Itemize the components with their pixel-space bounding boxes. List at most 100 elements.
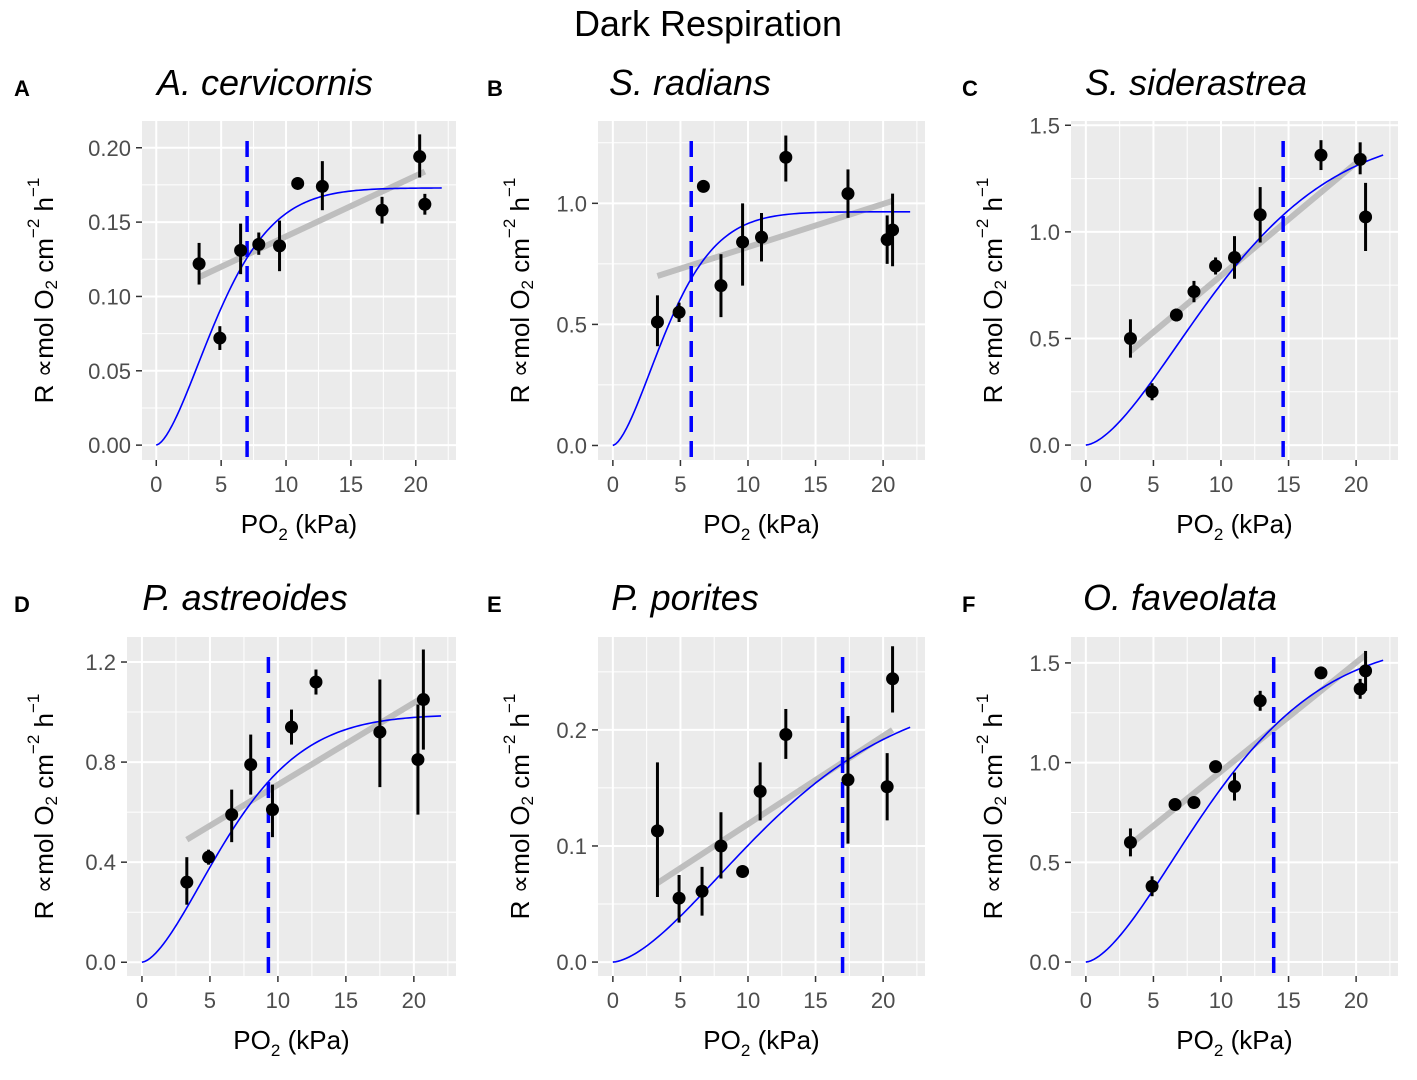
panel-title: A. cervicornis xyxy=(155,62,373,103)
panel-c: 0 5 10 15 20 0.0 0.5 1.0 1.5 C S. siderastrea PO2 (… xyxy=(962,62,1398,544)
x-axis-label: PO2 (kPa) xyxy=(241,509,357,544)
y-tick-label: 0.1 xyxy=(556,834,587,859)
x-axis-label: PO2 (kPa) xyxy=(703,1025,819,1060)
fit-curve xyxy=(1085,659,1384,963)
panel-title: S. siderastrea xyxy=(1085,62,1307,103)
data-point xyxy=(411,753,425,767)
y-tick-label: 0.10 xyxy=(88,284,131,309)
y-tick-label: 0.2 xyxy=(556,718,587,743)
data-point xyxy=(291,176,305,190)
fit-curve xyxy=(155,187,442,446)
data-point xyxy=(779,728,793,742)
data-point xyxy=(315,179,329,193)
y-tick-label: 0.0 xyxy=(1029,950,1060,975)
y-tick-label: 0.5 xyxy=(1029,850,1060,875)
y-tick-label: 0.15 xyxy=(88,210,131,235)
x-tick-label: 5 xyxy=(674,472,686,497)
y-tick-label: 0.00 xyxy=(88,433,131,458)
x-tick-label: 0 xyxy=(607,988,619,1013)
data-point xyxy=(265,803,279,817)
x-tick-label: 15 xyxy=(334,988,358,1013)
data-point xyxy=(1359,210,1373,224)
x-tick-label: 10 xyxy=(736,472,760,497)
plot-background xyxy=(1071,637,1398,976)
data-point xyxy=(714,839,728,853)
y-axis-label: R ∝mol O2 cm−2 h−1 xyxy=(500,694,537,920)
data-point xyxy=(650,315,664,329)
x-tick-label: 0 xyxy=(1080,988,1092,1013)
y-tick-label: 0.0 xyxy=(556,950,587,975)
data-point xyxy=(373,725,387,739)
x-axis-label: PO2 (kPa) xyxy=(703,509,819,544)
x-tick-label: 10 xyxy=(274,472,298,497)
data-point xyxy=(695,884,709,898)
y-tick-label: 0.5 xyxy=(1029,326,1060,351)
y-tick-label: 1.5 xyxy=(1029,113,1060,138)
data-point xyxy=(1145,879,1159,893)
data-point xyxy=(252,237,266,251)
data-point xyxy=(1353,152,1367,166)
data-point xyxy=(886,672,900,686)
x-tick-label: 20 xyxy=(1344,472,1368,497)
y-tick-label: 1.5 xyxy=(1029,651,1060,676)
data-point xyxy=(225,808,239,822)
x-axis-label: PO2 (kPa) xyxy=(1176,1025,1292,1060)
y-tick-label: 1.0 xyxy=(1029,220,1060,245)
x-tick-label: 0 xyxy=(1080,472,1092,497)
data-point xyxy=(714,279,728,293)
panel-letter: A xyxy=(14,76,30,101)
panel-e: 0 5 10 15 20 0.0 0.1 0.2 E P. porites PO2 (kPa) R ∝… xyxy=(487,577,925,1060)
data-point xyxy=(1145,385,1159,399)
data-point xyxy=(180,875,194,889)
data-point xyxy=(213,331,227,345)
y-tick-label: 0.0 xyxy=(556,433,587,458)
x-tick-label: 10 xyxy=(736,988,760,1013)
x-tick-label: 10 xyxy=(1209,472,1233,497)
panel-b: 0 5 10 15 20 0.0 0.5 1.0 B S. radians PO2 (kPa) R ∝… xyxy=(487,62,925,544)
data-point xyxy=(841,187,855,201)
x-tick-label: 15 xyxy=(1276,988,1300,1013)
figure-title: Dark Respiration xyxy=(574,3,842,44)
data-point xyxy=(880,233,894,247)
plot-background xyxy=(598,121,925,460)
x-tick-label: 5 xyxy=(1147,988,1159,1013)
y-tick-label: 1.0 xyxy=(556,191,587,216)
x-tick-label: 5 xyxy=(204,988,216,1013)
x-tick-label: 5 xyxy=(1147,472,1159,497)
data-point xyxy=(672,891,686,905)
data-point xyxy=(418,197,432,211)
plot-background xyxy=(127,637,456,976)
data-point xyxy=(1209,760,1223,774)
panel-letter: B xyxy=(487,76,503,101)
linear-fit-line xyxy=(656,198,894,279)
plot-background xyxy=(1071,121,1398,460)
data-point xyxy=(1314,148,1328,162)
data-point xyxy=(1187,285,1201,299)
data-point xyxy=(1169,308,1183,322)
data-point xyxy=(1168,798,1182,812)
data-point xyxy=(413,150,427,164)
data-point xyxy=(1209,259,1223,273)
y-axis-label: R ∝mol O2 cm−2 h−1 xyxy=(24,178,61,404)
panel-letter: E xyxy=(487,592,502,617)
linear-fit-line xyxy=(1128,152,1368,354)
y-tick-label: 1.0 xyxy=(1029,751,1060,776)
data-point xyxy=(192,257,206,271)
panel-a: 0 5 10 15 20 0.00 0.05 0.10 0.15 0.20 A A. cervicor… xyxy=(14,62,456,544)
y-tick-label: 0.05 xyxy=(88,359,131,384)
y-tick-label: 1.2 xyxy=(85,650,116,675)
y-tick-label: 0.0 xyxy=(1029,433,1060,458)
data-point xyxy=(672,305,686,319)
data-point xyxy=(273,239,287,253)
panel-letter: D xyxy=(14,592,30,617)
y-axis-label: R ∝mol O2 cm−2 h−1 xyxy=(973,178,1010,404)
x-tick-label: 15 xyxy=(339,472,363,497)
data-point xyxy=(755,230,768,244)
data-point xyxy=(1228,250,1241,264)
panel-title: P. porites xyxy=(611,577,758,618)
x-tick-label: 20 xyxy=(402,988,426,1013)
x-tick-label: 15 xyxy=(803,472,827,497)
y-tick-label: 0.5 xyxy=(556,312,587,337)
data-point xyxy=(1253,694,1267,708)
